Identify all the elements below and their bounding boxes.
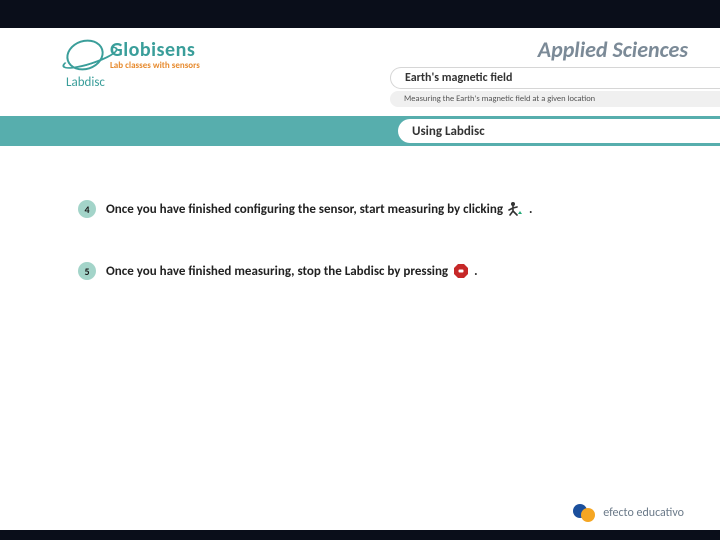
- page: Globisens Lab classes with sensors Labdi…: [0, 0, 720, 540]
- lesson-subtitle: Measuring the Earth's magnetic field at …: [390, 91, 720, 107]
- content: 4 Once you have finished configuring the…: [78, 200, 658, 324]
- planet-icon: [62, 34, 107, 74]
- category-title: Applied Sciences: [390, 36, 720, 63]
- step-text-after: .: [529, 202, 532, 217]
- step-text: Once you have finished configuring the s…: [106, 202, 503, 217]
- stop-icon: [452, 262, 470, 280]
- section-title: Using Labdisc: [398, 119, 720, 143]
- step-text: Once you have finished measuring, stop t…: [106, 264, 448, 279]
- step-badge: 5: [78, 262, 96, 280]
- footer-logo-icon: [573, 502, 595, 524]
- logo-product: Labdisc: [66, 75, 200, 90]
- header-right: Applied Sciences Earth's magnetic field …: [390, 36, 720, 107]
- lesson-title: Earth's magnetic field: [390, 67, 720, 89]
- run-icon: [507, 200, 525, 218]
- step-4: 4 Once you have finished configuring the…: [78, 200, 658, 218]
- footer-brand: efecto educativo: [603, 506, 684, 520]
- logo-brand: Globisens: [110, 38, 200, 62]
- step-5: 5 Once you have finished measuring, stop…: [78, 262, 658, 280]
- step-badge: 4: [78, 200, 96, 218]
- logo-tagline: Lab classes with sensors: [110, 60, 200, 71]
- footer: efecto educativo: [573, 502, 684, 524]
- bottom-bar: [0, 530, 720, 540]
- logo-block: Globisens Lab classes with sensors Labdi…: [66, 38, 200, 90]
- top-bar: [0, 0, 720, 28]
- step-text-after: .: [474, 264, 477, 279]
